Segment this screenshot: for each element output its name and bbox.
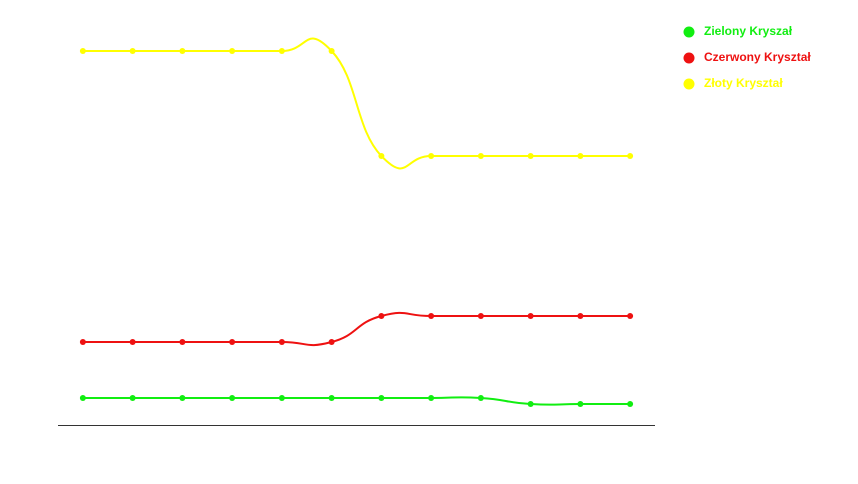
data-point: [79, 395, 86, 401]
data-point: [129, 48, 136, 54]
series-line: [82, 396, 631, 406]
data-point: [179, 395, 186, 401]
data-point: [378, 153, 385, 159]
series-line: [82, 37, 631, 170]
legend-marker: [683, 78, 695, 90]
data-point: [79, 339, 86, 345]
legend-label: Zielony Kryszał: [704, 24, 793, 38]
data-point: [477, 313, 484, 319]
data-point: [179, 48, 186, 54]
data-point: [577, 313, 584, 319]
data-point: [577, 401, 584, 407]
data-point: [229, 339, 236, 345]
data-point: [328, 339, 335, 345]
data-point: [229, 395, 236, 401]
data-point: [378, 313, 385, 319]
data-point: [328, 395, 335, 401]
data-point: [328, 48, 335, 54]
legend-marker: [683, 26, 695, 38]
data-point: [278, 395, 285, 401]
data-point: [527, 313, 534, 319]
series-line: [82, 311, 631, 347]
data-point: [477, 395, 484, 401]
data-point: [627, 313, 634, 319]
data-point: [577, 153, 584, 159]
data-point: [278, 48, 285, 54]
legend-label: Czerwony Kryształ: [704, 50, 811, 64]
data-point: [229, 48, 236, 54]
data-point: [428, 395, 435, 401]
data-point: [79, 48, 86, 54]
data-point: [627, 153, 634, 159]
data-point: [477, 153, 484, 159]
data-point: [527, 153, 534, 159]
data-point: [129, 339, 136, 345]
data-point: [428, 313, 435, 319]
data-point: [428, 153, 435, 159]
data-point: [378, 395, 385, 401]
data-point: [129, 395, 136, 401]
legend-marker: [683, 52, 695, 64]
legend-label: Złoty Kryształ: [704, 76, 783, 90]
data-point: [627, 401, 634, 407]
data-point: [527, 401, 534, 407]
data-point: [278, 339, 285, 345]
data-point: [179, 339, 186, 345]
